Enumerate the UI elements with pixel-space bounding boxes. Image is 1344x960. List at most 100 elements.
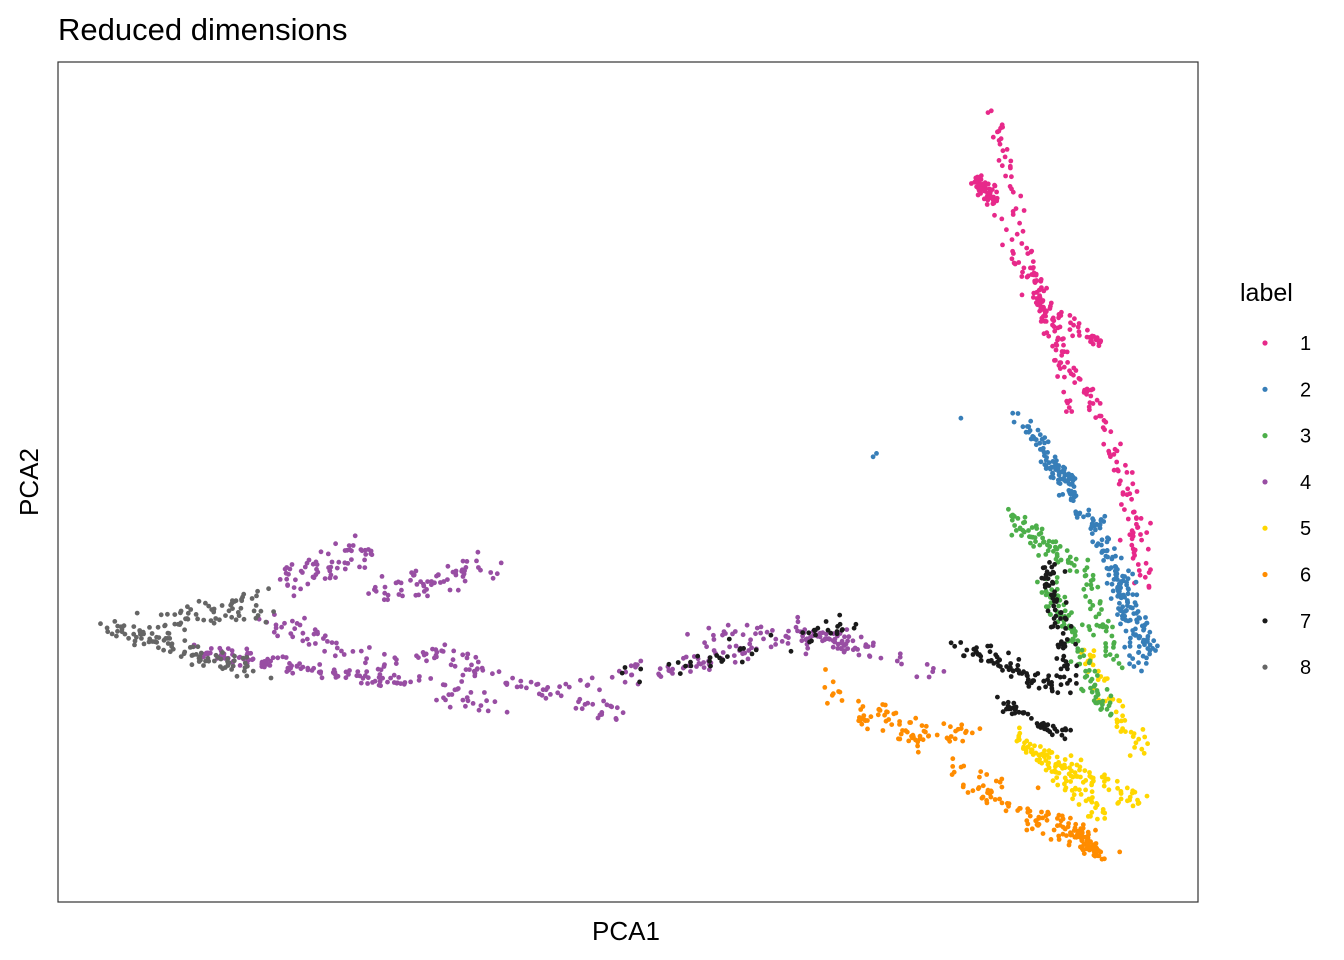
data-point-label-1 xyxy=(1059,349,1065,354)
data-point-label-1 xyxy=(1068,320,1073,326)
data-point-label-4 xyxy=(770,628,775,633)
data-point-label-7 xyxy=(1053,613,1059,619)
data-point-label-4 xyxy=(365,675,371,681)
data-point-label-1 xyxy=(1034,290,1039,295)
data-point-label-1 xyxy=(1053,341,1059,347)
data-point-label-7 xyxy=(1041,678,1047,684)
data-point-label-4 xyxy=(490,671,495,677)
data-point-label-7 xyxy=(834,629,840,634)
data-point-label-3 xyxy=(1090,603,1096,608)
data-point-label-4 xyxy=(773,642,778,647)
data-point-label-4 xyxy=(897,654,903,660)
data-point-label-4 xyxy=(381,597,387,603)
data-point-label-1 xyxy=(1020,269,1025,275)
data-point-label-4 xyxy=(352,533,358,539)
data-point-label-5 xyxy=(1113,709,1119,715)
data-point-label-7 xyxy=(1052,589,1057,595)
data-point-label-5 xyxy=(1069,768,1074,774)
data-point-label-4 xyxy=(721,629,727,634)
data-point-label-1 xyxy=(1130,481,1136,487)
data-point-label-1 xyxy=(978,177,984,182)
data-point-label-4 xyxy=(305,581,311,587)
data-point-label-8 xyxy=(254,593,259,599)
data-point-label-7 xyxy=(1068,690,1073,696)
data-point-label-1 xyxy=(1129,496,1134,502)
data-point-label-1 xyxy=(1072,316,1077,322)
data-point-label-8 xyxy=(119,629,125,635)
data-point-label-6 xyxy=(988,794,994,800)
data-point-label-2 xyxy=(1130,592,1136,597)
data-point-label-7 xyxy=(978,658,984,663)
data-point-label-2 xyxy=(1045,439,1051,445)
data-point-label-1 xyxy=(1039,307,1045,312)
data-point-label-6 xyxy=(1073,821,1079,827)
data-point-label-4 xyxy=(343,675,349,681)
data-point-label-4 xyxy=(286,667,292,673)
data-point-label-4 xyxy=(467,667,472,672)
data-point-label-1 xyxy=(1130,546,1136,552)
data-point-label-6 xyxy=(945,736,951,742)
data-point-label-3 xyxy=(1095,584,1101,590)
data-point-label-4 xyxy=(288,631,294,636)
data-point-label-6 xyxy=(975,786,981,792)
data-point-label-2 xyxy=(1143,661,1149,666)
data-point-label-5 xyxy=(1114,719,1120,725)
data-point-label-1 xyxy=(978,173,984,179)
data-point-label-4 xyxy=(396,675,402,680)
data-point-label-4 xyxy=(401,681,407,687)
data-point-label-1 xyxy=(978,186,984,191)
data-point-label-3 xyxy=(1093,700,1098,706)
legend-label-8: 8 xyxy=(1300,657,1311,679)
data-point-label-5 xyxy=(1080,779,1086,785)
data-point-label-8 xyxy=(182,627,188,633)
data-point-label-4 xyxy=(800,633,805,639)
data-point-label-8 xyxy=(203,600,208,606)
data-point-label-6 xyxy=(965,790,971,795)
data-point-label-7 xyxy=(1045,576,1051,581)
data-point-label-5 xyxy=(1062,781,1067,787)
data-point-label-6 xyxy=(1024,827,1030,833)
data-point-label-7 xyxy=(1016,709,1022,715)
data-point-label-7 xyxy=(1068,624,1074,629)
data-point-label-6 xyxy=(1079,836,1084,842)
data-point-label-7 xyxy=(675,660,681,665)
data-point-label-5 xyxy=(1038,744,1043,749)
data-point-label-6 xyxy=(1091,845,1096,851)
legend-item-4: 4 xyxy=(1262,472,1311,494)
data-point-label-5 xyxy=(1114,778,1120,784)
data-point-label-7 xyxy=(1042,582,1048,588)
data-point-label-4 xyxy=(341,652,347,657)
data-point-label-5 xyxy=(1089,789,1095,795)
data-point-label-2 xyxy=(1026,424,1032,430)
data-point-label-4 xyxy=(473,654,479,660)
data-point-label-8 xyxy=(244,654,250,660)
data-point-label-3 xyxy=(1086,668,1092,673)
data-point-label-1 xyxy=(1064,349,1070,355)
data-point-label-3 xyxy=(1072,633,1078,638)
data-point-label-7 xyxy=(619,670,625,676)
data-point-label-7 xyxy=(1006,650,1011,656)
data-point-label-8 xyxy=(131,631,137,637)
data-point-label-6 xyxy=(1039,809,1044,815)
data-point-label-4 xyxy=(322,633,328,639)
data-point-label-6 xyxy=(1040,815,1045,821)
data-point-label-8 xyxy=(271,609,276,614)
data-point-label-5 xyxy=(1120,703,1126,709)
data-point-label-7 xyxy=(1035,671,1041,676)
data-point-label-8 xyxy=(131,624,137,629)
data-point-label-2 xyxy=(1110,588,1116,594)
data-point-label-8 xyxy=(154,634,160,640)
data-point-label-3 xyxy=(1092,668,1098,674)
data-point-label-2 xyxy=(1104,580,1110,586)
data-point-label-6 xyxy=(1093,827,1098,833)
data-point-label-4 xyxy=(311,665,317,671)
data-point-label-8 xyxy=(132,638,138,644)
data-point-label-7 xyxy=(714,653,720,658)
data-point-label-4 xyxy=(440,649,446,654)
data-point-label-4 xyxy=(347,547,353,553)
data-point-label-2 xyxy=(1050,470,1055,476)
data-point-label-4 xyxy=(350,649,356,654)
data-point-label-4 xyxy=(758,624,764,630)
data-point-label-4 xyxy=(358,648,364,654)
data-point-label-1 xyxy=(1056,312,1062,317)
